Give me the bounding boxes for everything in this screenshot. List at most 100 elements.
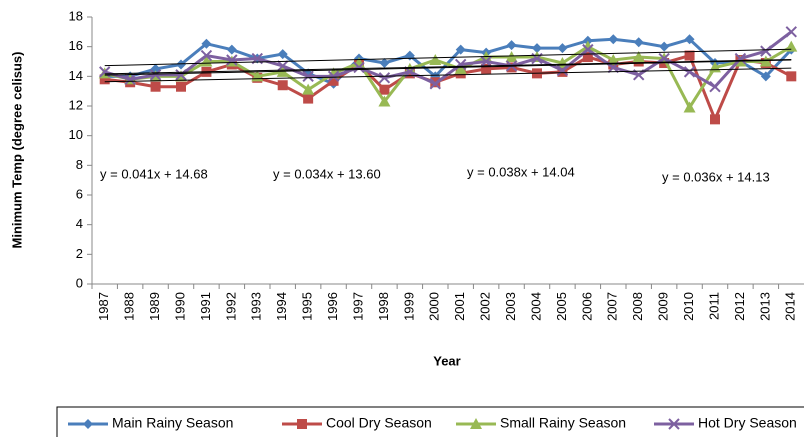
y-tick-label: 14 [69, 68, 83, 83]
x-tick-label: 2007 [605, 292, 620, 321]
x-tick-label: 1996 [325, 292, 340, 321]
point [557, 43, 568, 54]
point [532, 43, 542, 54]
y-tick-label: 16 [69, 38, 83, 53]
point [785, 40, 798, 52]
x-tick-label: 1987 [96, 292, 111, 321]
series-line [104, 30, 793, 89]
point [786, 71, 797, 82]
x-tick-label: 2004 [528, 292, 543, 321]
point [200, 49, 213, 62]
point [226, 54, 238, 66]
trendline [104, 67, 792, 83]
series-line [104, 44, 793, 111]
y-tick-label: 10 [69, 127, 83, 142]
legend-label: Cool Dry Season [326, 415, 432, 431]
point [327, 70, 340, 83]
point [683, 66, 696, 78]
x-tick-label: 2005 [554, 292, 569, 321]
point [608, 34, 619, 45]
x-tick-label: 1988 [122, 292, 137, 321]
point [378, 72, 391, 84]
point [277, 49, 288, 60]
y-tick-label: 18 [69, 8, 83, 23]
point [176, 81, 186, 92]
point [149, 69, 162, 81]
trendline [104, 58, 792, 75]
point [302, 70, 314, 83]
point [378, 95, 391, 107]
point [226, 44, 237, 55]
x-tick-label: 2012 [732, 292, 747, 321]
legend-marker [470, 418, 482, 429]
trendline-equation: y = 0.036x + 14.13 [662, 169, 770, 184]
point [429, 78, 441, 90]
x-tick-label: 1989 [147, 292, 162, 321]
x-tick-label: 2013 [757, 292, 772, 321]
point [556, 64, 569, 77]
trendline [104, 48, 792, 67]
trendline-equation: y = 0.034x + 13.60 [273, 166, 381, 181]
point [760, 71, 771, 82]
x-tick-label: 2006 [579, 292, 594, 321]
y-tick-label: 12 [69, 97, 83, 112]
point [277, 80, 288, 91]
x-tick-label: 2011 [706, 292, 721, 320]
point [481, 63, 492, 74]
legend-label: Hot Dry Season [698, 415, 797, 431]
point [150, 81, 161, 92]
point [353, 61, 365, 74]
x-tick-label: 2000 [427, 292, 442, 321]
point [379, 57, 390, 68]
point [659, 41, 670, 52]
x-tick-label: 1993 [249, 292, 264, 321]
x-tick-label: 1990 [172, 292, 187, 321]
series-line [104, 53, 792, 124]
point [734, 52, 747, 65]
legend-label: Small Rainy Season [500, 415, 626, 431]
point [328, 75, 339, 86]
point [454, 62, 467, 74]
trendline [104, 59, 792, 76]
point [710, 114, 720, 125]
point [581, 40, 594, 52]
point [684, 34, 695, 45]
x-tick-label: 2010 [681, 292, 696, 321]
point [303, 93, 314, 104]
y-axis-label: Minimum Temp (degree celisus) [9, 52, 24, 249]
x-axis-label: Year [433, 353, 460, 368]
x-tick-label: 2008 [630, 292, 645, 321]
point [607, 54, 620, 66]
point [480, 55, 492, 68]
point [99, 74, 110, 85]
x-tick-label: 2009 [656, 292, 671, 321]
point [277, 60, 289, 72]
x-tick-label: 2014 [783, 292, 798, 321]
x-tick-label: 2002 [478, 292, 493, 321]
legend-box [56, 406, 804, 437]
y-tick-label: 4 [76, 216, 83, 231]
x-tick-label: 2003 [503, 292, 518, 321]
point [455, 44, 466, 55]
point [176, 59, 186, 70]
point [201, 38, 212, 49]
point [785, 26, 797, 38]
point [175, 69, 187, 81]
trendline-equation: y = 0.041x + 14.68 [100, 166, 208, 181]
point [379, 84, 390, 95]
point [582, 43, 594, 56]
y-tick-label: 8 [76, 157, 83, 172]
x-tick-label: 1997 [350, 292, 365, 321]
x-tick-label: 1995 [300, 292, 315, 321]
x-tick-label: 1999 [401, 292, 416, 321]
x-tick-label: 2001 [452, 292, 467, 321]
trendline-equation: y = 0.038x + 14.04 [467, 164, 575, 179]
legend-marker [83, 419, 93, 429]
point [505, 51, 518, 63]
x-tick-label: 1992 [223, 292, 238, 321]
y-tick-label: 2 [76, 246, 83, 261]
y-tick-label: 0 [76, 275, 83, 290]
point [429, 54, 442, 66]
x-tick-label: 1991 [198, 292, 213, 321]
